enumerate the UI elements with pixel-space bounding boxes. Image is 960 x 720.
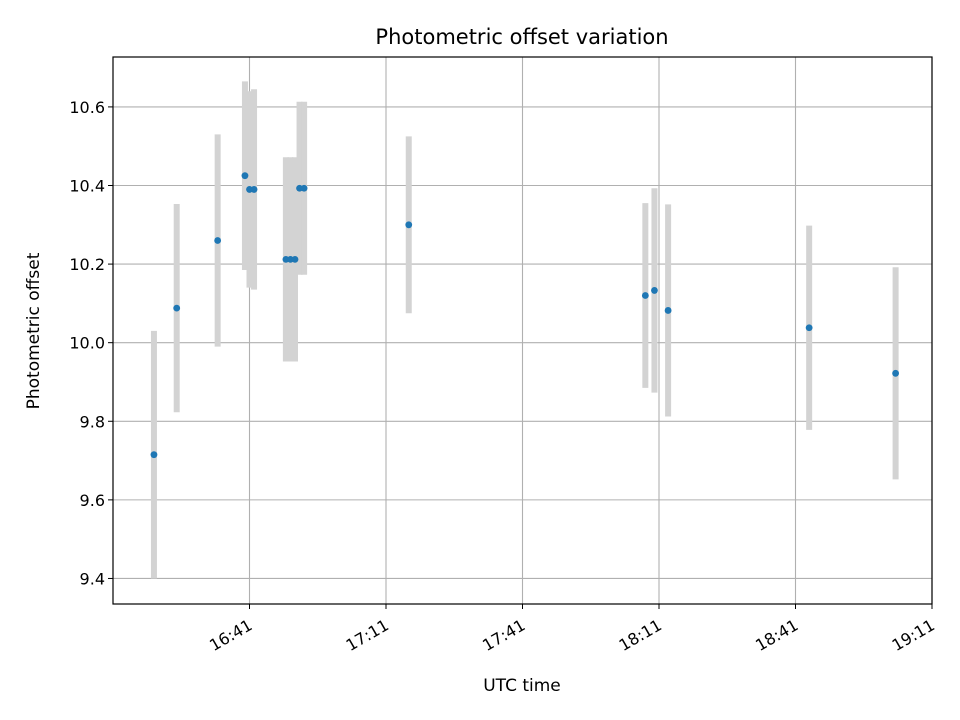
data-point bbox=[805, 324, 813, 332]
data-point bbox=[664, 307, 672, 314]
y-tick-label: 9.6 bbox=[80, 491, 105, 510]
x-axis-label: UTC time bbox=[483, 676, 561, 696]
chart-title: Photometric offset variation bbox=[375, 25, 668, 49]
data-point bbox=[250, 186, 258, 193]
y-tick-label: 10.2 bbox=[69, 255, 105, 274]
data-points bbox=[150, 172, 899, 459]
data-point bbox=[300, 184, 308, 192]
data-point bbox=[214, 237, 222, 244]
data-point bbox=[641, 292, 649, 299]
y-axis-label: Photometric offset bbox=[24, 252, 44, 409]
y-tick-label: 10.6 bbox=[69, 98, 105, 117]
y-tick-label: 9.4 bbox=[80, 569, 105, 588]
data-point bbox=[291, 255, 299, 263]
data-point bbox=[173, 304, 181, 312]
data-point bbox=[241, 172, 249, 180]
data-point bbox=[892, 369, 899, 377]
data-point bbox=[150, 451, 158, 459]
y-tick-label: 10.4 bbox=[69, 176, 105, 195]
data-point bbox=[651, 287, 658, 294]
y-tick-label: 9.8 bbox=[80, 412, 105, 431]
y-tick-label: 10.0 bbox=[69, 334, 105, 353]
data-point bbox=[405, 221, 413, 229]
y-axis-ticks: 9.4 9.6 9.8 10.0 10.2 10.4 10.6 bbox=[69, 98, 113, 588]
